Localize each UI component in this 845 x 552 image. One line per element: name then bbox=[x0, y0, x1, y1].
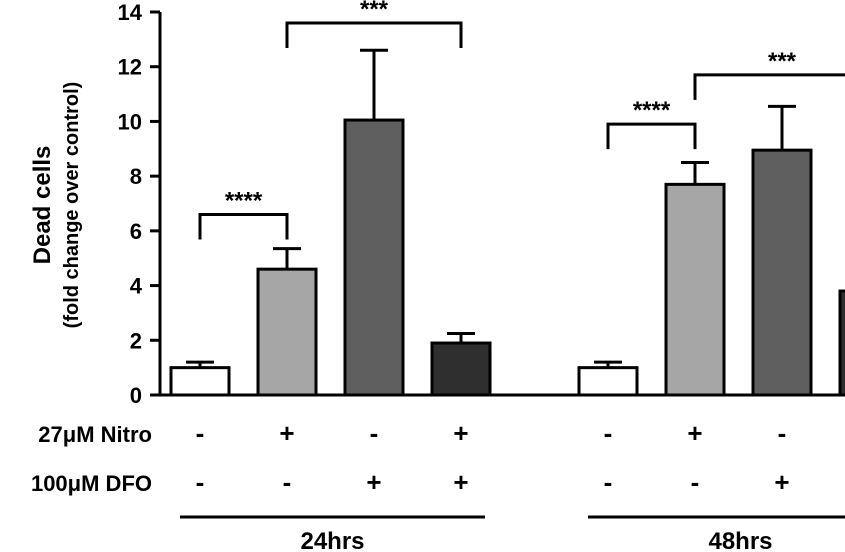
bar-48hrs-5 bbox=[664, 182, 726, 397]
nitro-symbol: - bbox=[196, 418, 205, 448]
nitro-symbol: + bbox=[279, 418, 294, 448]
nitro-row-label: 27μM Nitro bbox=[38, 422, 152, 447]
dfo-row-label: 100μM DFO bbox=[31, 471, 152, 496]
significance-bracket bbox=[606, 122, 697, 150]
dfo-symbol: - bbox=[691, 467, 700, 497]
bar-layer bbox=[169, 118, 845, 397]
nitro-symbol: + bbox=[687, 418, 702, 448]
bar-48hrs-6 bbox=[751, 148, 813, 397]
y-axis-label: Dead cells bbox=[29, 146, 56, 265]
group-label: 24hrs bbox=[300, 528, 364, 552]
significance-label: *** bbox=[768, 48, 797, 75]
bar-24hrs-0 bbox=[169, 366, 231, 397]
y-tick-label: 4 bbox=[130, 274, 143, 299]
nitro-symbol: - bbox=[370, 418, 379, 448]
significance-bracket bbox=[198, 212, 289, 240]
bar-48hrs-7 bbox=[838, 289, 845, 397]
dfo-symbol: + bbox=[366, 467, 381, 497]
y-axis-sublabel: (fold change over control) bbox=[61, 82, 83, 329]
bar-24hrs-1 bbox=[256, 267, 318, 397]
dfo-symbol: + bbox=[453, 467, 468, 497]
significance-bracket bbox=[285, 21, 463, 48]
y-tick-label: 12 bbox=[118, 55, 142, 80]
significance-label: **** bbox=[633, 97, 671, 124]
y-tick-label: 8 bbox=[130, 164, 142, 189]
bar-24hrs-3 bbox=[430, 341, 492, 397]
significance-label: **** bbox=[225, 187, 263, 214]
dfo-symbol: - bbox=[196, 467, 205, 497]
significance-label: *** bbox=[360, 0, 389, 23]
y-tick-label: 6 bbox=[130, 219, 142, 244]
nitro-symbol: - bbox=[778, 418, 787, 448]
y-tick-label: 0 bbox=[130, 383, 142, 408]
dfo-symbol: - bbox=[283, 467, 292, 497]
nitro-symbol: + bbox=[453, 418, 468, 448]
y-tick-label: 10 bbox=[118, 109, 142, 134]
bar-24hrs-2 bbox=[343, 118, 405, 397]
significance-layer: ************** bbox=[198, 0, 845, 240]
label-layer: Dead cells (fold change over control) - - + -… bbox=[29, 82, 845, 552]
y-tick-label: 14 bbox=[118, 0, 143, 25]
bar-48hrs-4 bbox=[577, 366, 639, 397]
significance-bracket bbox=[693, 73, 845, 100]
dfo-symbol: - bbox=[604, 467, 613, 497]
group-label: 48hrs bbox=[708, 528, 772, 552]
dfo-symbol: + bbox=[774, 467, 789, 497]
error-bar-layer bbox=[186, 48, 796, 368]
nitro-symbol: - bbox=[604, 418, 613, 448]
y-tick-label: 2 bbox=[130, 328, 142, 353]
